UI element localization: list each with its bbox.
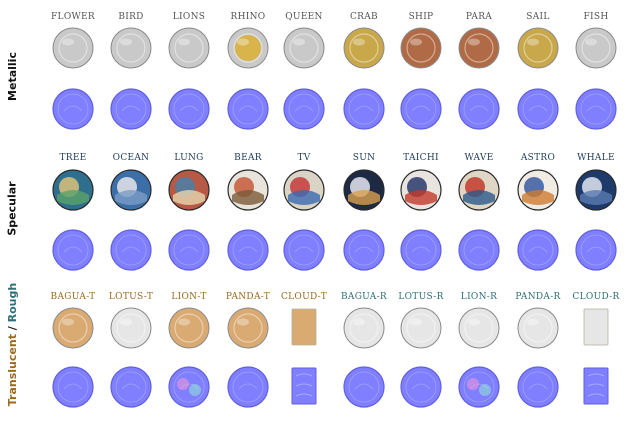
section-label-part: Translucent bbox=[5, 334, 19, 407]
photo-thumbnail-cloud-t bbox=[280, 303, 328, 351]
photo-thumbnail-astro bbox=[514, 165, 562, 213]
column-label: Bagua-t bbox=[50, 292, 96, 302]
normal-map-thumbnail-bear bbox=[224, 225, 272, 273]
normal-map-thumbnail-fish bbox=[572, 84, 620, 132]
photo-thumbnail-flower bbox=[49, 23, 97, 71]
column-label: Crab bbox=[350, 12, 378, 22]
column-label: Lion-t bbox=[171, 292, 207, 302]
photo-thumbnail-panda-t bbox=[224, 303, 272, 351]
normal-map-thumbnail-crab bbox=[340, 84, 388, 132]
column-label: Panda-t bbox=[225, 292, 271, 302]
normal-map-thumbnail-wave bbox=[455, 225, 503, 273]
photo-thumbnail-ship bbox=[397, 23, 445, 71]
column-label: Fish bbox=[583, 12, 609, 22]
normal-map-thumbnail-lotus-r bbox=[397, 362, 445, 410]
photo-thumbnail-bird bbox=[107, 23, 155, 71]
photo-thumbnail-panda-r bbox=[514, 303, 562, 351]
normal-map-thumbnail-cloud-r bbox=[572, 362, 620, 410]
normal-map-thumbnail-whale bbox=[572, 225, 620, 273]
column-label: Whale bbox=[577, 153, 615, 163]
normal-map-thumbnail-lotus-t bbox=[107, 362, 155, 410]
column-label: Bird bbox=[118, 12, 144, 22]
photo-thumbnail-bear bbox=[224, 165, 272, 213]
normal-map-thumbnail-tree bbox=[49, 225, 97, 273]
column-label: Panda-r bbox=[515, 292, 561, 302]
normal-map-thumbnail-cloud-t bbox=[280, 362, 328, 410]
column-label: Tv bbox=[297, 153, 311, 163]
photo-thumbnail-lions bbox=[165, 23, 213, 71]
column-label: Lion-r bbox=[460, 292, 498, 302]
photo-thumbnail-lung bbox=[165, 165, 213, 213]
photo-thumbnail-fish bbox=[572, 23, 620, 71]
photo-thumbnail-rhino bbox=[224, 23, 272, 71]
normal-map-thumbnail-lung bbox=[165, 225, 213, 273]
photo-thumbnail-sail bbox=[514, 23, 562, 71]
normal-map-thumbnail-lion-r bbox=[455, 362, 503, 410]
photo-thumbnail-sun bbox=[340, 165, 388, 213]
normal-map-thumbnail-rhino bbox=[224, 84, 272, 132]
normal-map-thumbnail-queen bbox=[280, 84, 328, 132]
normal-map-thumbnail-panda-t bbox=[224, 362, 272, 410]
normal-map-thumbnail-sun bbox=[340, 225, 388, 273]
normal-map-thumbnail-para bbox=[455, 84, 503, 132]
column-label: Flower bbox=[51, 12, 95, 22]
normal-map-thumbnail-astro bbox=[514, 225, 562, 273]
normal-map-thumbnail-bagua-r bbox=[340, 362, 388, 410]
photo-thumbnail-tv bbox=[280, 165, 328, 213]
column-label: Lions bbox=[172, 12, 206, 22]
photo-thumbnail-lion-t bbox=[165, 303, 213, 351]
normal-map-thumbnail-bird bbox=[107, 84, 155, 132]
photo-thumbnail-lion-r bbox=[455, 303, 503, 351]
photo-thumbnail-lotus-t bbox=[107, 303, 155, 351]
column-label: Tree bbox=[59, 153, 87, 163]
column-label: Lotus-t bbox=[108, 292, 154, 302]
column-label: Wave bbox=[464, 153, 494, 163]
column-label: Astro bbox=[520, 153, 556, 163]
column-label: Bagua-r bbox=[340, 292, 388, 302]
photo-thumbnail-queen bbox=[280, 23, 328, 71]
photo-thumbnail-bagua-t bbox=[49, 303, 97, 351]
column-label: Para bbox=[465, 12, 493, 22]
photo-thumbnail-whale bbox=[572, 165, 620, 213]
column-label: Sail bbox=[526, 12, 550, 22]
normal-map-thumbnail-tv bbox=[280, 225, 328, 273]
column-label: Queen bbox=[285, 12, 323, 22]
column-label: Ship bbox=[408, 12, 434, 22]
section-label-metallic: Metallic bbox=[5, 52, 18, 101]
section-label-part: Specular bbox=[5, 181, 19, 236]
column-label: Lung bbox=[174, 153, 204, 163]
column-label: Ocean bbox=[112, 153, 150, 163]
section-label-part: / bbox=[5, 322, 19, 335]
normal-map-thumbnail-ship bbox=[397, 84, 445, 132]
photo-thumbnail-crab bbox=[340, 23, 388, 71]
normal-map-thumbnail-sail bbox=[514, 84, 562, 132]
column-label: Rhino bbox=[230, 12, 266, 22]
section-label-part: Metallic bbox=[5, 52, 19, 101]
section-label-specular: Specular bbox=[6, 181, 19, 235]
photo-thumbnail-bagua-r bbox=[340, 303, 388, 351]
normal-map-thumbnail-panda-r bbox=[514, 362, 562, 410]
photo-thumbnail-taichi bbox=[397, 165, 445, 213]
column-label: Cloud-r bbox=[572, 292, 620, 302]
normal-map-thumbnail-flower bbox=[49, 84, 97, 132]
section-label-part: Rough bbox=[5, 282, 19, 323]
photo-thumbnail-tree bbox=[49, 165, 97, 213]
column-label: Sun bbox=[352, 153, 376, 163]
photo-thumbnail-para bbox=[455, 23, 503, 71]
photo-thumbnail-lotus-r bbox=[397, 303, 445, 351]
column-label: Lotus-r bbox=[398, 292, 444, 302]
photo-thumbnail-cloud-r bbox=[572, 303, 620, 351]
normal-map-thumbnail-lion-t bbox=[165, 362, 213, 410]
normal-map-thumbnail-ocean bbox=[107, 225, 155, 273]
photo-thumbnail-ocean bbox=[107, 165, 155, 213]
column-label: Cloud-t bbox=[280, 292, 328, 302]
section-label-translucent-rough: Translucent / Rough bbox=[6, 283, 19, 406]
column-label: Taichi bbox=[403, 153, 439, 163]
normal-map-thumbnail-taichi bbox=[397, 225, 445, 273]
column-label: Bear bbox=[234, 153, 262, 163]
normal-map-thumbnail-bagua-t bbox=[49, 362, 97, 410]
photo-thumbnail-wave bbox=[455, 165, 503, 213]
normal-map-thumbnail-lions bbox=[165, 84, 213, 132]
